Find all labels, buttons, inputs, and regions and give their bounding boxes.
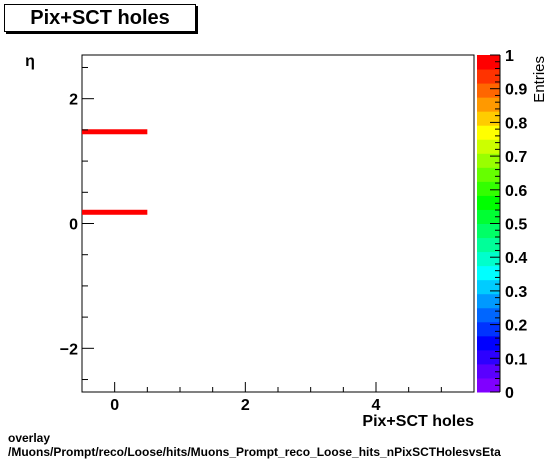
z-tick-label: 0.2: [505, 318, 527, 335]
color-scale-band: [477, 55, 500, 70]
x-tick-label: 0: [110, 397, 119, 414]
z-tick-label: 0.3: [505, 284, 527, 301]
y-tick-label: −2: [60, 341, 78, 358]
z-tick-label: 1: [505, 48, 514, 65]
color-scale-band: [477, 293, 500, 309]
x-axis-title: Pix+SCT holes: [362, 413, 474, 430]
z-tick-label: 0.1: [505, 351, 527, 368]
z-tick-label: 0.9: [505, 82, 527, 99]
color-scale-band: [477, 167, 500, 182]
color-scale-band: [477, 237, 500, 253]
z-tick-label: 0.4: [505, 250, 527, 267]
color-scale-band: [477, 125, 500, 140]
color-scale-band: [477, 97, 500, 112]
caption-overlay: overlay: [8, 431, 51, 445]
color-scale-band: [477, 181, 500, 196]
caption-path: /Muons/Prompt/reco/Loose/hits/Muons_Prom…: [8, 445, 501, 459]
color-scale-band: [477, 321, 500, 337]
x-tick-label: 4: [372, 397, 381, 414]
color-scale-band: [477, 279, 500, 295]
x-tick-label: 2: [241, 397, 250, 414]
color-scale-band: [477, 153, 500, 168]
heatmap-cell: [82, 129, 148, 135]
color-scale-band: [477, 83, 500, 98]
color-scale-band: [477, 251, 500, 267]
y-tick-label: 0: [69, 217, 78, 234]
chart-title: Pix+SCT holes: [4, 4, 196, 32]
color-scale-band: [477, 349, 500, 365]
plot-frame: [81, 54, 475, 393]
color-scale-band: [477, 69, 500, 84]
z-tick-label: 0.7: [505, 149, 527, 166]
color-scale-band: [477, 335, 500, 351]
z-tick-label: 0.5: [505, 217, 527, 234]
heatmap-cell: [82, 209, 148, 215]
color-scale-band: [477, 139, 500, 154]
color-scale-band: [477, 363, 500, 379]
z-axis-title: Entries: [531, 56, 546, 103]
y-tick-label: 2: [69, 92, 78, 109]
color-scale-band: [477, 377, 500, 393]
color-scale-band: [477, 209, 500, 224]
color-scale-band: [477, 265, 500, 281]
z-tick-label: 0.6: [505, 183, 527, 200]
z-tick-label: 0.8: [505, 115, 527, 132]
color-scale-band: [477, 195, 500, 210]
z-tick-label: 0: [505, 385, 514, 402]
color-scale-band: [477, 307, 500, 323]
color-scale-band: [477, 223, 500, 239]
y-axis-title: η: [25, 53, 35, 70]
color-scale-band: [477, 111, 500, 126]
